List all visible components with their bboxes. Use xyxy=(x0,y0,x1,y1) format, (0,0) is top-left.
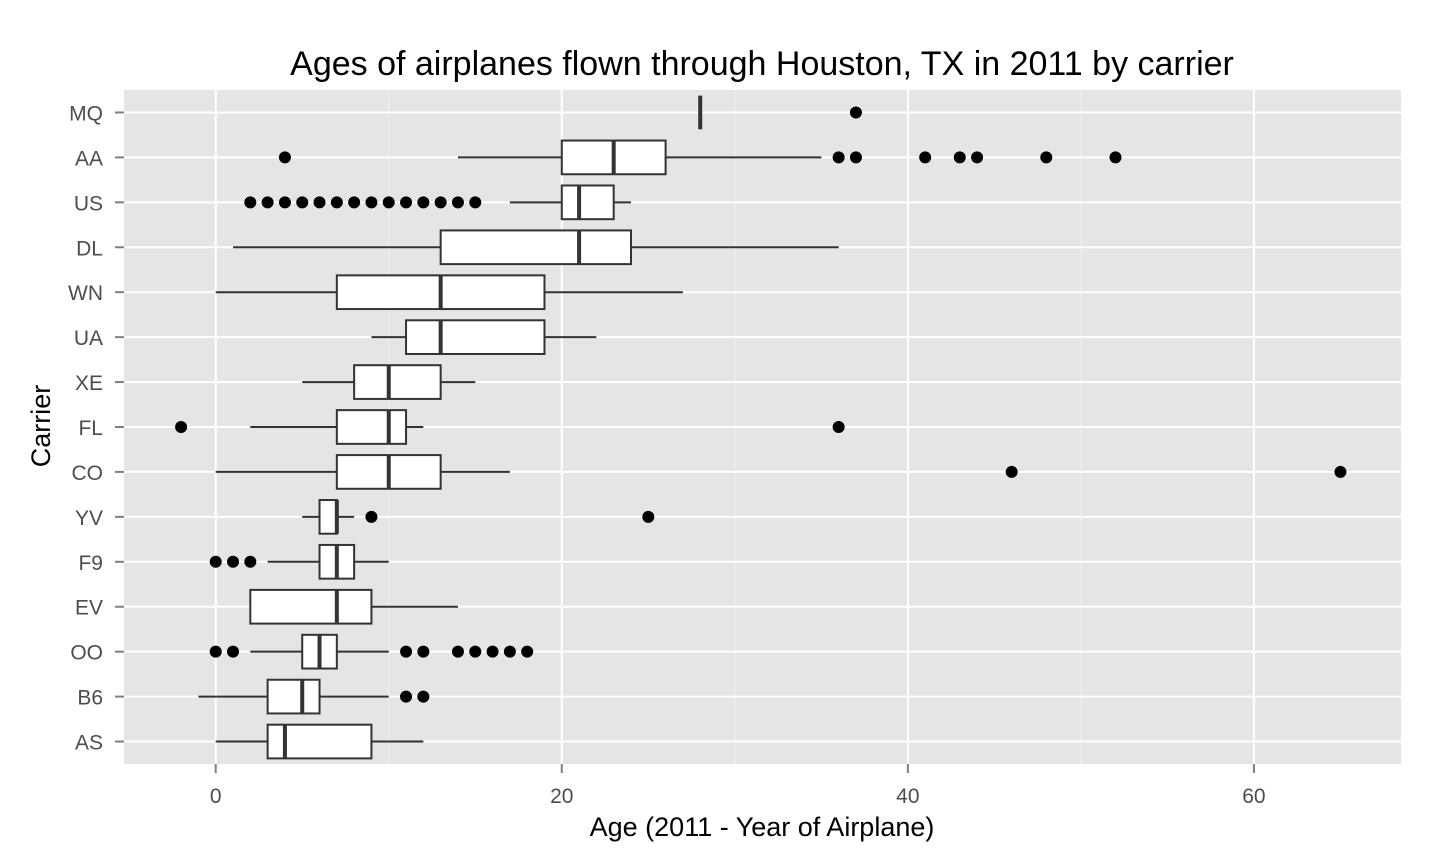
outlier-point xyxy=(919,151,932,164)
outlier-point xyxy=(400,196,413,209)
outlier-point xyxy=(400,645,413,658)
outlier-point xyxy=(417,645,430,658)
outlier-point xyxy=(451,645,464,658)
outlier-point xyxy=(971,151,984,164)
box-wn xyxy=(215,274,683,311)
outlier-point xyxy=(296,196,309,209)
outlier-point xyxy=(953,151,966,164)
x-tick-label: 0 xyxy=(210,785,222,808)
y-tick-label: FL xyxy=(78,417,103,440)
outlier-point xyxy=(434,196,447,209)
y-tick-label: F9 xyxy=(78,552,103,575)
outlier-point xyxy=(849,151,862,164)
outlier-point xyxy=(400,690,413,703)
y-tick-label: XE xyxy=(75,372,103,395)
x-tick-label: 60 xyxy=(1242,785,1265,808)
outlier-point xyxy=(227,645,240,658)
x-axis-title: Age (2011 - Year of Airplane) xyxy=(590,812,935,842)
iqr-box xyxy=(560,184,615,221)
outlier-point xyxy=(365,510,378,523)
outlier-point xyxy=(469,196,482,209)
box-dl xyxy=(233,229,839,266)
box-oo xyxy=(209,633,534,670)
chart-title: Ages of airplanes flown through Houston,… xyxy=(290,45,1234,83)
y-tick-label: MQ xyxy=(69,102,103,125)
iqr-box xyxy=(353,364,442,400)
box-b6 xyxy=(198,678,430,715)
boxes xyxy=(175,95,1347,760)
outlier-point xyxy=(417,196,430,209)
box-co xyxy=(215,454,1347,490)
outlier-point xyxy=(365,196,378,209)
iqr-box xyxy=(249,588,373,625)
box-xe xyxy=(302,364,476,400)
outlier-point xyxy=(209,555,222,568)
outlier-point xyxy=(244,196,257,209)
outlier-point xyxy=(278,151,291,164)
box-yv xyxy=(302,499,655,535)
outlier-point xyxy=(227,555,240,568)
outlier-point xyxy=(1109,151,1122,164)
box-mq xyxy=(698,95,862,130)
outlier-point xyxy=(1005,465,1018,478)
y-tick-label: US xyxy=(74,192,103,215)
outlier-point xyxy=(244,555,257,568)
y-axis: AS B6 OO EV F9 YV CO FL XE UA WN DL US AA MQ xyxy=(68,102,124,755)
y-axis-title: Carrier xyxy=(26,385,56,468)
box-aa xyxy=(278,139,1122,176)
outlier-point xyxy=(1040,151,1053,164)
iqr-box xyxy=(405,319,546,355)
y-tick-label: DL xyxy=(76,237,103,260)
y-tick-label: EV xyxy=(75,597,103,620)
outlier-point xyxy=(469,645,482,658)
iqr-box xyxy=(318,499,338,535)
x-axis: 0 20 40 60 xyxy=(210,764,1266,808)
outlier-point xyxy=(261,196,274,209)
outlier-point xyxy=(849,106,862,119)
y-tick-label: UA xyxy=(74,327,103,350)
outlier-point xyxy=(348,196,361,209)
y-tick-label: OO xyxy=(70,642,103,665)
outlier-point xyxy=(417,690,430,703)
x-tick-label: 40 xyxy=(896,785,919,808)
outlier-point xyxy=(832,151,845,164)
outlier-point xyxy=(642,510,655,523)
y-tick-label: AS xyxy=(75,732,103,755)
iqr-box xyxy=(335,409,408,445)
iqr-box xyxy=(266,678,321,715)
box-f9 xyxy=(209,543,389,580)
box-ua xyxy=(371,319,597,355)
box-fl xyxy=(175,409,845,445)
box-us xyxy=(244,184,631,221)
outlier-point xyxy=(382,196,395,209)
outlier-point xyxy=(832,421,845,433)
outlier-point xyxy=(313,196,326,209)
outlier-point xyxy=(330,196,343,209)
x-tick-label: 20 xyxy=(550,785,573,808)
outlier-point xyxy=(175,421,188,433)
y-tick-label: B6 xyxy=(77,687,103,710)
y-tick-label: CO xyxy=(72,462,104,485)
box-as xyxy=(215,723,424,760)
outlier-point xyxy=(278,196,291,209)
outlier-point xyxy=(521,645,534,658)
iqr-box xyxy=(439,229,632,266)
y-tick-label: AA xyxy=(75,147,103,170)
y-tick-label: WN xyxy=(68,282,103,305)
outlier-point xyxy=(503,645,516,658)
y-tick-label: YV xyxy=(75,507,103,530)
box-ev xyxy=(249,588,458,625)
outlier-point xyxy=(1334,465,1347,478)
outlier-point xyxy=(451,196,464,209)
outlier-point xyxy=(486,645,499,658)
outlier-point xyxy=(209,645,222,658)
